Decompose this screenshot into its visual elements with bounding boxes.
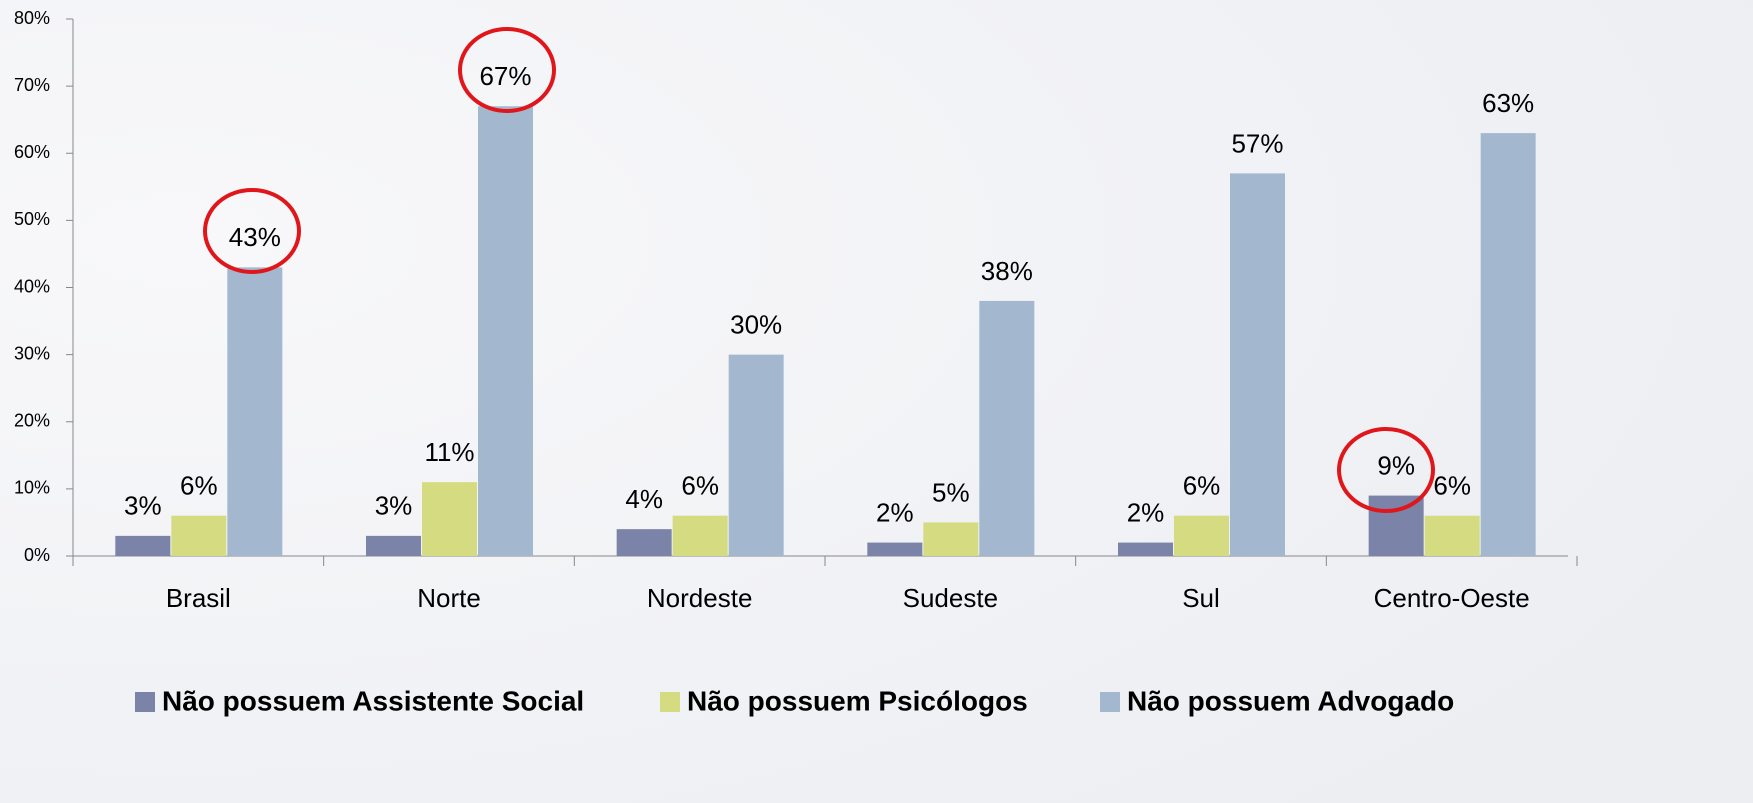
bar: [616, 529, 672, 556]
y-tick-label: 0%: [24, 545, 50, 565]
bar: [923, 522, 979, 556]
x-tick-label: Norte: [417, 583, 481, 613]
data-label: 57%: [1231, 128, 1283, 158]
data-label: 11%: [424, 437, 474, 467]
bar: [672, 515, 728, 556]
highlight-circle: [458, 27, 556, 113]
data-label: 4%: [625, 484, 663, 514]
bar: [227, 267, 283, 556]
data-label: 3%: [124, 491, 162, 521]
bar: [1424, 515, 1480, 556]
data-label: 3%: [375, 491, 413, 521]
x-tick-label: Sudeste: [903, 583, 998, 613]
data-label: 2%: [1127, 497, 1165, 527]
y-tick-label: 50%: [14, 209, 50, 229]
y-tick-label: 40%: [14, 276, 50, 296]
data-label: 38%: [981, 256, 1033, 286]
y-tick-label: 80%: [14, 8, 50, 28]
data-label: 63%: [1482, 88, 1534, 118]
legend-label: Não possuem Assistente Social: [162, 685, 584, 716]
bar: [422, 482, 477, 556]
data-label: 9%: [1377, 450, 1415, 480]
data-label: 6%: [180, 471, 218, 501]
y-tick-label: 70%: [14, 75, 50, 95]
x-tick-label: Centro-Oeste: [1374, 583, 1530, 613]
highlights: [203, 27, 1435, 513]
x-tick-label: Sul: [1182, 583, 1220, 613]
highlight-circle: [203, 188, 301, 274]
bar: [115, 535, 171, 556]
data-label: 6%: [1433, 471, 1471, 501]
bar: [1174, 515, 1229, 556]
legend-swatch: [135, 692, 155, 712]
bar: [478, 106, 533, 556]
y-tick-label: 10%: [14, 478, 50, 498]
legend-swatch: [1100, 692, 1120, 712]
data-label: 6%: [681, 471, 719, 501]
data-label: 30%: [730, 310, 782, 340]
bar: [728, 354, 784, 556]
y-tick-label: 30%: [14, 343, 50, 363]
bar: [979, 300, 1035, 556]
bar: [366, 535, 421, 556]
data-label: 5%: [932, 477, 970, 507]
data-label: 43%: [229, 222, 281, 252]
x-tick-label: Brasil: [166, 583, 231, 613]
x-tick-label: Nordeste: [647, 583, 753, 613]
data-label: 6%: [1183, 471, 1221, 501]
y-tick-label: 20%: [14, 411, 50, 431]
legend-label: Não possuem Advogado: [1127, 685, 1454, 716]
data-label: 67%: [479, 61, 531, 91]
bar: [867, 542, 923, 556]
legend-label: Não possuem Psicólogos: [687, 685, 1028, 716]
bar: [1480, 133, 1536, 557]
highlight-circle: [1337, 427, 1435, 513]
bar: [1118, 542, 1173, 556]
bar: [1230, 173, 1285, 556]
legend-swatch: [660, 692, 680, 712]
bar: [171, 515, 227, 556]
y-tick-label: 60%: [14, 142, 50, 162]
bar: [1368, 495, 1424, 556]
data-label: 2%: [876, 497, 914, 527]
